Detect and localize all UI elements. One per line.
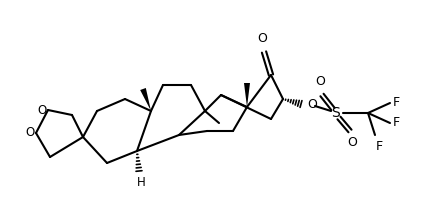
Text: O: O bbox=[38, 103, 47, 117]
Text: O: O bbox=[315, 75, 325, 88]
Text: H: H bbox=[137, 176, 145, 189]
Text: F: F bbox=[393, 117, 400, 130]
Text: O: O bbox=[257, 32, 267, 45]
Text: F: F bbox=[393, 96, 400, 110]
Text: O: O bbox=[26, 127, 35, 139]
Text: O: O bbox=[307, 98, 317, 110]
Text: O: O bbox=[347, 136, 357, 149]
Text: F: F bbox=[376, 140, 383, 153]
Polygon shape bbox=[140, 88, 151, 111]
Text: S: S bbox=[332, 106, 341, 120]
Polygon shape bbox=[244, 83, 250, 107]
